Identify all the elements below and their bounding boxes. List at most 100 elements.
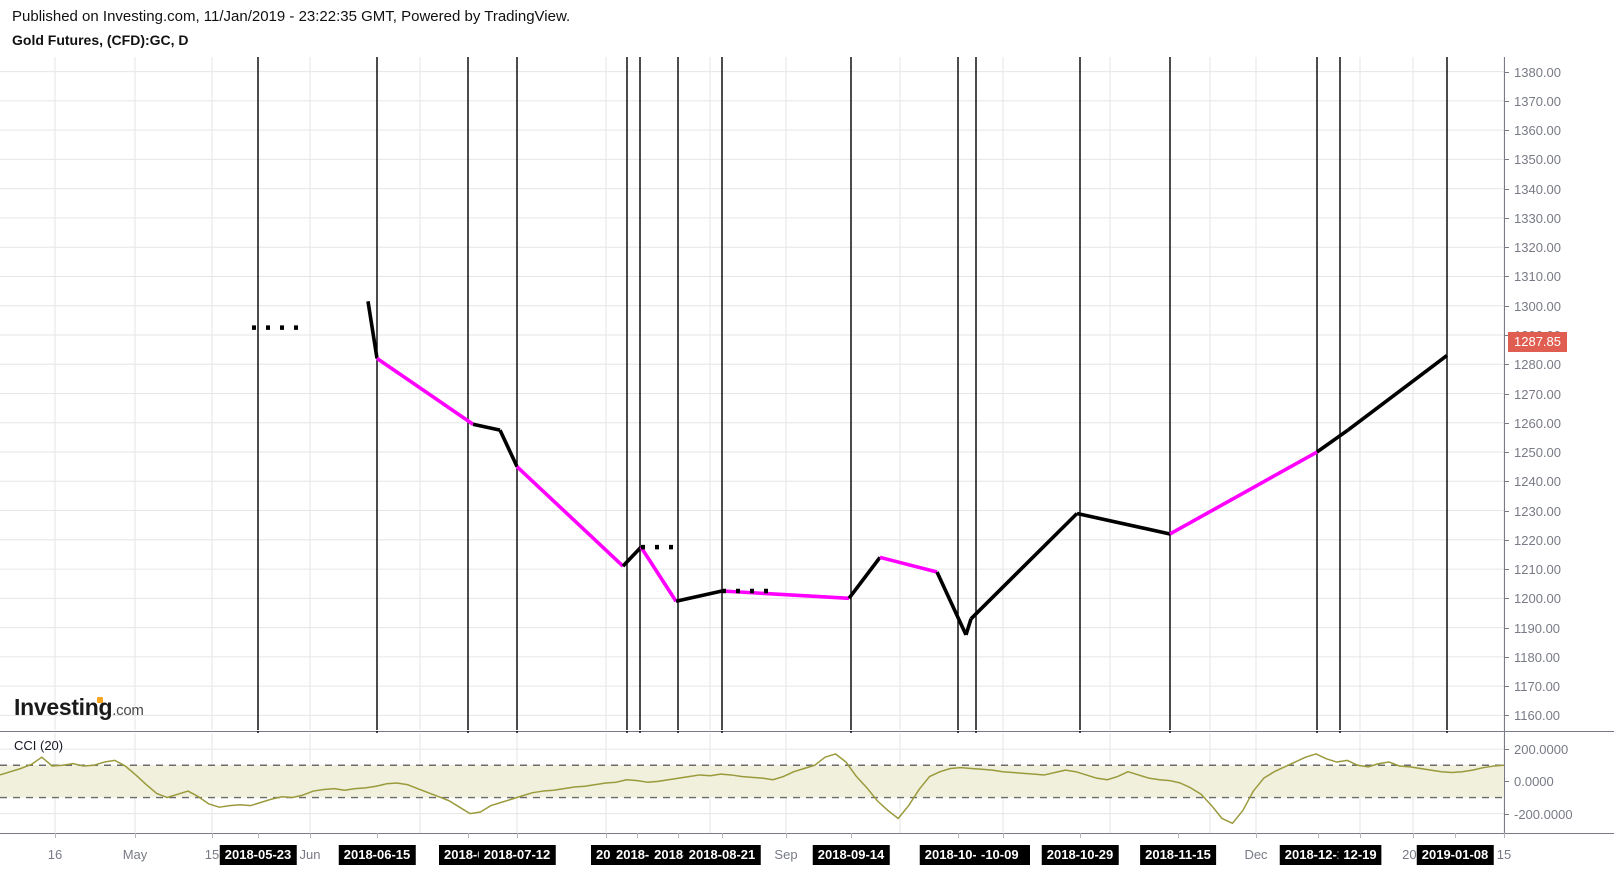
- axis-divider: [1504, 57, 1505, 833]
- price-axis-tick: [1504, 656, 1509, 658]
- time-axis[interactable]: 16 May 15 2018-05-23 Jun 2018-06-15 2018-07 201…: [0, 833, 1614, 883]
- time-axis-tick: [851, 833, 852, 838]
- time-axis-tick: [1360, 833, 1361, 838]
- cci-axis-tick: [1504, 813, 1509, 815]
- time-label: 16: [47, 847, 63, 862]
- price-axis-label: 1380.00: [1514, 64, 1561, 80]
- time-label: Jun: [299, 847, 321, 862]
- time-axis-tick: [678, 833, 679, 838]
- price-axis-label: 1280.00: [1514, 357, 1561, 373]
- time-axis-tick: [1003, 833, 1004, 838]
- price-axis-tick: [1504, 100, 1509, 102]
- price-axis[interactable]: 1380.00 1370.00 1360.00 1350.00 1340.00 1330.…: [1504, 57, 1614, 730]
- time-label-highlighted: 2018-07-12: [478, 845, 556, 865]
- price-axis-label: 1260.00: [1514, 415, 1561, 431]
- zigzag-segment: [639, 546, 678, 603]
- price-axis-label: 1350.00: [1514, 152, 1561, 168]
- time-label-highlighted: 2018-06-15: [338, 845, 416, 865]
- price-axis-tick: [1504, 217, 1509, 219]
- time-label-highlighted: 2018-08-21: [683, 845, 761, 865]
- price-axis-label: 1210.00: [1514, 562, 1561, 578]
- price-axis-tick: [1504, 188, 1509, 190]
- logo-dot-icon: [97, 697, 103, 703]
- investing-logo: Investing.com: [14, 696, 144, 719]
- price-axis-label: 1340.00: [1514, 181, 1561, 197]
- logo-suffix: .com: [112, 702, 144, 719]
- cci-axis-tick: [1504, 749, 1509, 751]
- price-axis-tick: [1504, 539, 1509, 541]
- price-axis-label: 1360.00: [1514, 123, 1561, 139]
- time-axis-tick: [1504, 833, 1505, 838]
- zigzag-segment: [1076, 511, 1171, 536]
- cci-plot: [0, 731, 1505, 833]
- time-axis-tick: [377, 833, 378, 838]
- time-axis-tick: [786, 833, 787, 838]
- price-axis-label: 1270.00: [1514, 386, 1561, 402]
- zigzag-segment: [935, 571, 968, 636]
- time-axis-tick: [637, 833, 638, 838]
- zigzag-segment: [675, 589, 723, 604]
- time-label: 15: [1496, 847, 1512, 862]
- zigzag-segment: [498, 429, 519, 468]
- time-axis-divider: [0, 833, 1614, 834]
- cci-axis-label: -200.0000: [1514, 806, 1573, 822]
- zigzag-segment: [1346, 354, 1449, 432]
- price-axis-tick: [1504, 159, 1509, 161]
- time-axis-tick: [1318, 833, 1319, 838]
- price-axis-label: 1200.00: [1514, 591, 1561, 607]
- price-pane[interactable]: [0, 57, 1505, 730]
- cci-axis-label: 0.0000: [1514, 774, 1554, 790]
- time-label-highlighted: 2018-12-13: [1279, 845, 1357, 865]
- price-axis-label: 1170.00: [1514, 679, 1561, 695]
- price-plot: [0, 57, 1505, 730]
- time-label-highlighted: 2018-10-29: [1041, 845, 1119, 865]
- cci-pane[interactable]: [0, 731, 1505, 833]
- time-label: Sep: [774, 847, 798, 862]
- price-axis-tick: [1504, 686, 1509, 688]
- price-axis-label: 1310.00: [1514, 269, 1561, 285]
- logo-text: Investing: [14, 694, 113, 720]
- zigzag-segment: [472, 422, 501, 432]
- symbol-title: Gold Futures, (CFD):GC, D: [12, 32, 189, 48]
- cci-axis-label: 200.0000: [1514, 742, 1569, 758]
- time-label-highlighted: 12-19: [1338, 845, 1382, 865]
- time-axis-tick: [606, 833, 607, 838]
- cci-axis[interactable]: 200.0000 0.0000 -200.0000: [1504, 733, 1614, 833]
- time-label: Dec: [1244, 847, 1268, 862]
- time-label-highlighted: -10-09: [976, 845, 1030, 865]
- zigzag-segment: [375, 356, 475, 426]
- time-label: 15: [204, 847, 220, 862]
- time-axis-tick: [1080, 833, 1081, 838]
- cci-axis-tick: [1504, 781, 1509, 783]
- zigzag-segment: [621, 545, 643, 568]
- published-info: Published on Investing.com, 11/Jan/2019 …: [12, 8, 571, 25]
- zigzag-segment: [515, 465, 625, 568]
- price-axis-tick: [1504, 334, 1509, 336]
- price-axis-tick: [1504, 510, 1509, 512]
- time-axis-tick: [1455, 833, 1456, 838]
- price-axis-tick: [1504, 598, 1509, 600]
- price-axis-tick: [1504, 364, 1509, 366]
- time-axis-tick: [722, 833, 723, 838]
- price-axis-tick: [1504, 305, 1509, 307]
- price-axis-label: 1230.00: [1514, 503, 1561, 519]
- price-axis-label: 1330.00: [1514, 210, 1561, 226]
- price-axis-label: 1220.00: [1514, 532, 1561, 548]
- price-axis-tick: [1504, 569, 1509, 571]
- zigzag-segment: [879, 555, 938, 574]
- time-axis-tick: [958, 833, 959, 838]
- price-axis-label: 1160.00: [1514, 708, 1561, 724]
- time-label-highlighted: 2019-01-08: [1416, 845, 1494, 865]
- zigzag-segment: [1315, 428, 1350, 454]
- last-price-badge[interactable]: 1287.85: [1508, 332, 1567, 353]
- price-axis-tick: [1504, 247, 1509, 249]
- price-axis-label: 1240.00: [1514, 474, 1561, 490]
- time-axis-tick: [212, 833, 213, 838]
- time-label-highlighted: 2018-05-23: [219, 845, 297, 865]
- price-axis-label: 1370.00: [1514, 93, 1561, 109]
- time-axis-tick: [1256, 833, 1257, 838]
- time-axis-tick: [258, 833, 259, 838]
- price-axis-label: 1190.00: [1514, 620, 1561, 636]
- zigzag-segment: [721, 589, 850, 601]
